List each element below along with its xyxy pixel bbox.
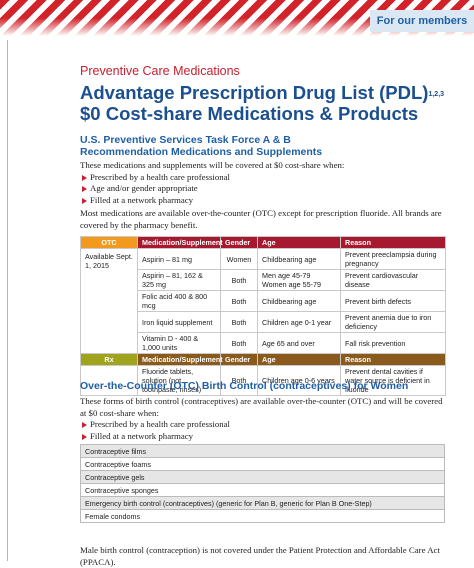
header-cell: Medication/Supplement — [137, 353, 223, 366]
header-cell: Age — [257, 353, 341, 366]
list-item: Contraceptive gels — [80, 470, 445, 484]
cell: Prevent preeclampsia during pregnancy — [340, 248, 446, 270]
list-item: Female condoms — [80, 509, 445, 523]
cell: Folic acid 400 & 800 mcg — [137, 290, 221, 312]
cell: Iron liquid supplement — [137, 311, 221, 333]
table-row: Available Sept. 1, 2015 Aspirin – 81 mg … — [80, 248, 446, 354]
bullet: Prescribed by a health care professional — [80, 172, 445, 184]
section-intro: These medications and supplements will b… — [80, 160, 445, 231]
margin-line — [7, 40, 8, 561]
table-header: OTC Medication/Supplement Gender Age Rea… — [80, 236, 446, 249]
cell: Prevent anemia due to iron deficiency — [340, 311, 446, 333]
contraceptive-list: Contraceptive films Contraceptive foams … — [80, 444, 445, 523]
section-heading: U.S. Preventive Services Task Force A & … — [80, 134, 323, 158]
paragraph: Most medications are available over-the-… — [80, 208, 442, 230]
cell-line: Men age 45-79 — [262, 271, 311, 280]
table-row: Fluoride tablets, solution (not toothpas… — [80, 365, 446, 396]
header-cell: Medication/Supplement — [137, 236, 223, 249]
cell: Childbearing age — [257, 290, 341, 312]
cell: Childbearing age — [257, 248, 341, 270]
list-item: Contraceptive films — [80, 444, 445, 458]
section-intro: These forms of birth control (contracept… — [80, 396, 445, 442]
availability-cell: Available Sept. 1, 2015 — [80, 248, 138, 354]
cell: Both — [220, 311, 258, 333]
footer-note: Male birth control (contraception) is no… — [80, 545, 440, 567]
cell: Aspirin – 81, 162 & 325 mg — [137, 269, 221, 291]
header-cell: Reason — [340, 353, 446, 366]
cell: Both — [220, 290, 258, 312]
cell: Both — [220, 332, 258, 354]
cell: Age 65 and over — [257, 332, 341, 354]
cell: Prevent cardiovascular disease — [340, 269, 446, 291]
cell: Vitamin D - 400 & 1,000 units — [137, 332, 221, 354]
title-superscript: 1,2,3 — [428, 91, 445, 98]
audience-tab: For our members — [370, 10, 474, 32]
bullet: Filled at a network pharmacy — [80, 431, 445, 443]
cell: Both — [220, 365, 258, 396]
medication-table: OTC Medication/Supplement Gender Age Rea… — [80, 236, 446, 396]
cell: Fall risk prevention — [340, 332, 446, 354]
title: Advantage Prescription Drug List (PDL)1,… — [80, 82, 445, 124]
category: Preventive Care Medications — [80, 64, 240, 78]
bullet: Prescribed by a health care professional — [80, 419, 445, 431]
cell: Aspirin – 81 mg — [137, 248, 221, 270]
table-row: Folic acid 400 & 800 mcg Both Childbeari… — [81, 290, 446, 312]
list-item: Contraceptive foams — [80, 457, 445, 471]
list-item: Contraceptive sponges — [80, 483, 445, 497]
cell: Children age 0-1 year — [257, 311, 341, 333]
section-heading: Over-the-Counter (OTC) Birth Control (co… — [80, 380, 409, 392]
header-cell: Reason — [340, 236, 446, 249]
header-cell: Gender — [220, 353, 258, 366]
header-cell: Rx — [80, 353, 138, 366]
paragraph: These forms of birth control (contracept… — [80, 396, 443, 418]
cell: Children age 0-6 years — [257, 365, 341, 396]
cell: Women — [220, 248, 258, 270]
table-header: Rx Medication/Supplement Gender Age Reas… — [80, 353, 446, 366]
header-cell: Age — [257, 236, 341, 249]
header-cell: OTC — [80, 236, 138, 249]
header-cell: Gender — [220, 236, 258, 249]
table-row: Vitamin D - 400 & 1,000 units Both Age 6… — [81, 332, 446, 354]
bullet: Filled at a network pharmacy — [80, 195, 445, 207]
cell: Both — [220, 269, 258, 291]
bullet: Age and/or gender appropriate — [80, 183, 445, 195]
title-line: Advantage Prescription Drug List (PDL)1,… — [80, 82, 445, 103]
cell: Men age 45-79 Women age 55-79 — [257, 269, 341, 291]
cell: Prevent birth defects — [340, 290, 446, 312]
list-item: Emergency birth control (contraceptives)… — [80, 496, 445, 510]
cell — [80, 365, 138, 396]
title-line: $0 Cost-share Medications & Products — [80, 103, 419, 124]
cell: Fluoride tablets, solution (not toothpas… — [137, 365, 221, 396]
paragraph: These medications and supplements will b… — [80, 160, 345, 170]
title-text: Advantage Prescription Drug List (PDL) — [80, 82, 429, 103]
cell: Prevent dental cavities if water source … — [340, 365, 446, 396]
cell-line: Women age 55-79 — [262, 280, 322, 289]
